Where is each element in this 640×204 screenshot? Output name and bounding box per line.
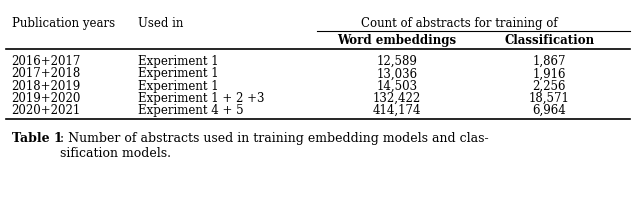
- Text: Experiment 4 + 5: Experiment 4 + 5: [138, 104, 243, 117]
- Text: 414,174: 414,174: [372, 104, 421, 117]
- Text: 2016+2017: 2016+2017: [12, 55, 81, 68]
- Text: 2019+2020: 2019+2020: [12, 91, 81, 104]
- Text: Count of abstracts for training of: Count of abstracts for training of: [361, 17, 558, 30]
- Text: 1,867: 1,867: [532, 55, 566, 68]
- Text: 2020+2021: 2020+2021: [12, 104, 81, 117]
- Text: 12,589: 12,589: [376, 55, 417, 68]
- Text: 132,422: 132,422: [372, 91, 421, 104]
- Text: Experiment 1: Experiment 1: [138, 67, 218, 80]
- Text: 6,964: 6,964: [532, 104, 566, 117]
- Text: Experiment 1: Experiment 1: [138, 79, 218, 92]
- Text: 18,571: 18,571: [529, 91, 570, 104]
- Text: 1,916: 1,916: [532, 67, 566, 80]
- Text: : Number of abstracts used in training embedding models and clas-
sification mod: : Number of abstracts used in training e…: [60, 132, 488, 160]
- Text: Classification: Classification: [504, 34, 594, 47]
- Text: 13,036: 13,036: [376, 67, 417, 80]
- Text: Word embeddings: Word embeddings: [337, 34, 456, 47]
- Text: Table 1: Table 1: [12, 132, 62, 144]
- Text: 2,256: 2,256: [532, 79, 566, 92]
- Text: Publication years: Publication years: [12, 17, 115, 30]
- Text: 2017+2018: 2017+2018: [12, 67, 81, 80]
- Text: Experiment 1 + 2 +3: Experiment 1 + 2 +3: [138, 91, 264, 104]
- Text: Used in: Used in: [138, 17, 183, 30]
- Text: Experiment 1: Experiment 1: [138, 55, 218, 68]
- Text: 2018+2019: 2018+2019: [12, 79, 81, 92]
- Text: 14,503: 14,503: [376, 79, 417, 92]
